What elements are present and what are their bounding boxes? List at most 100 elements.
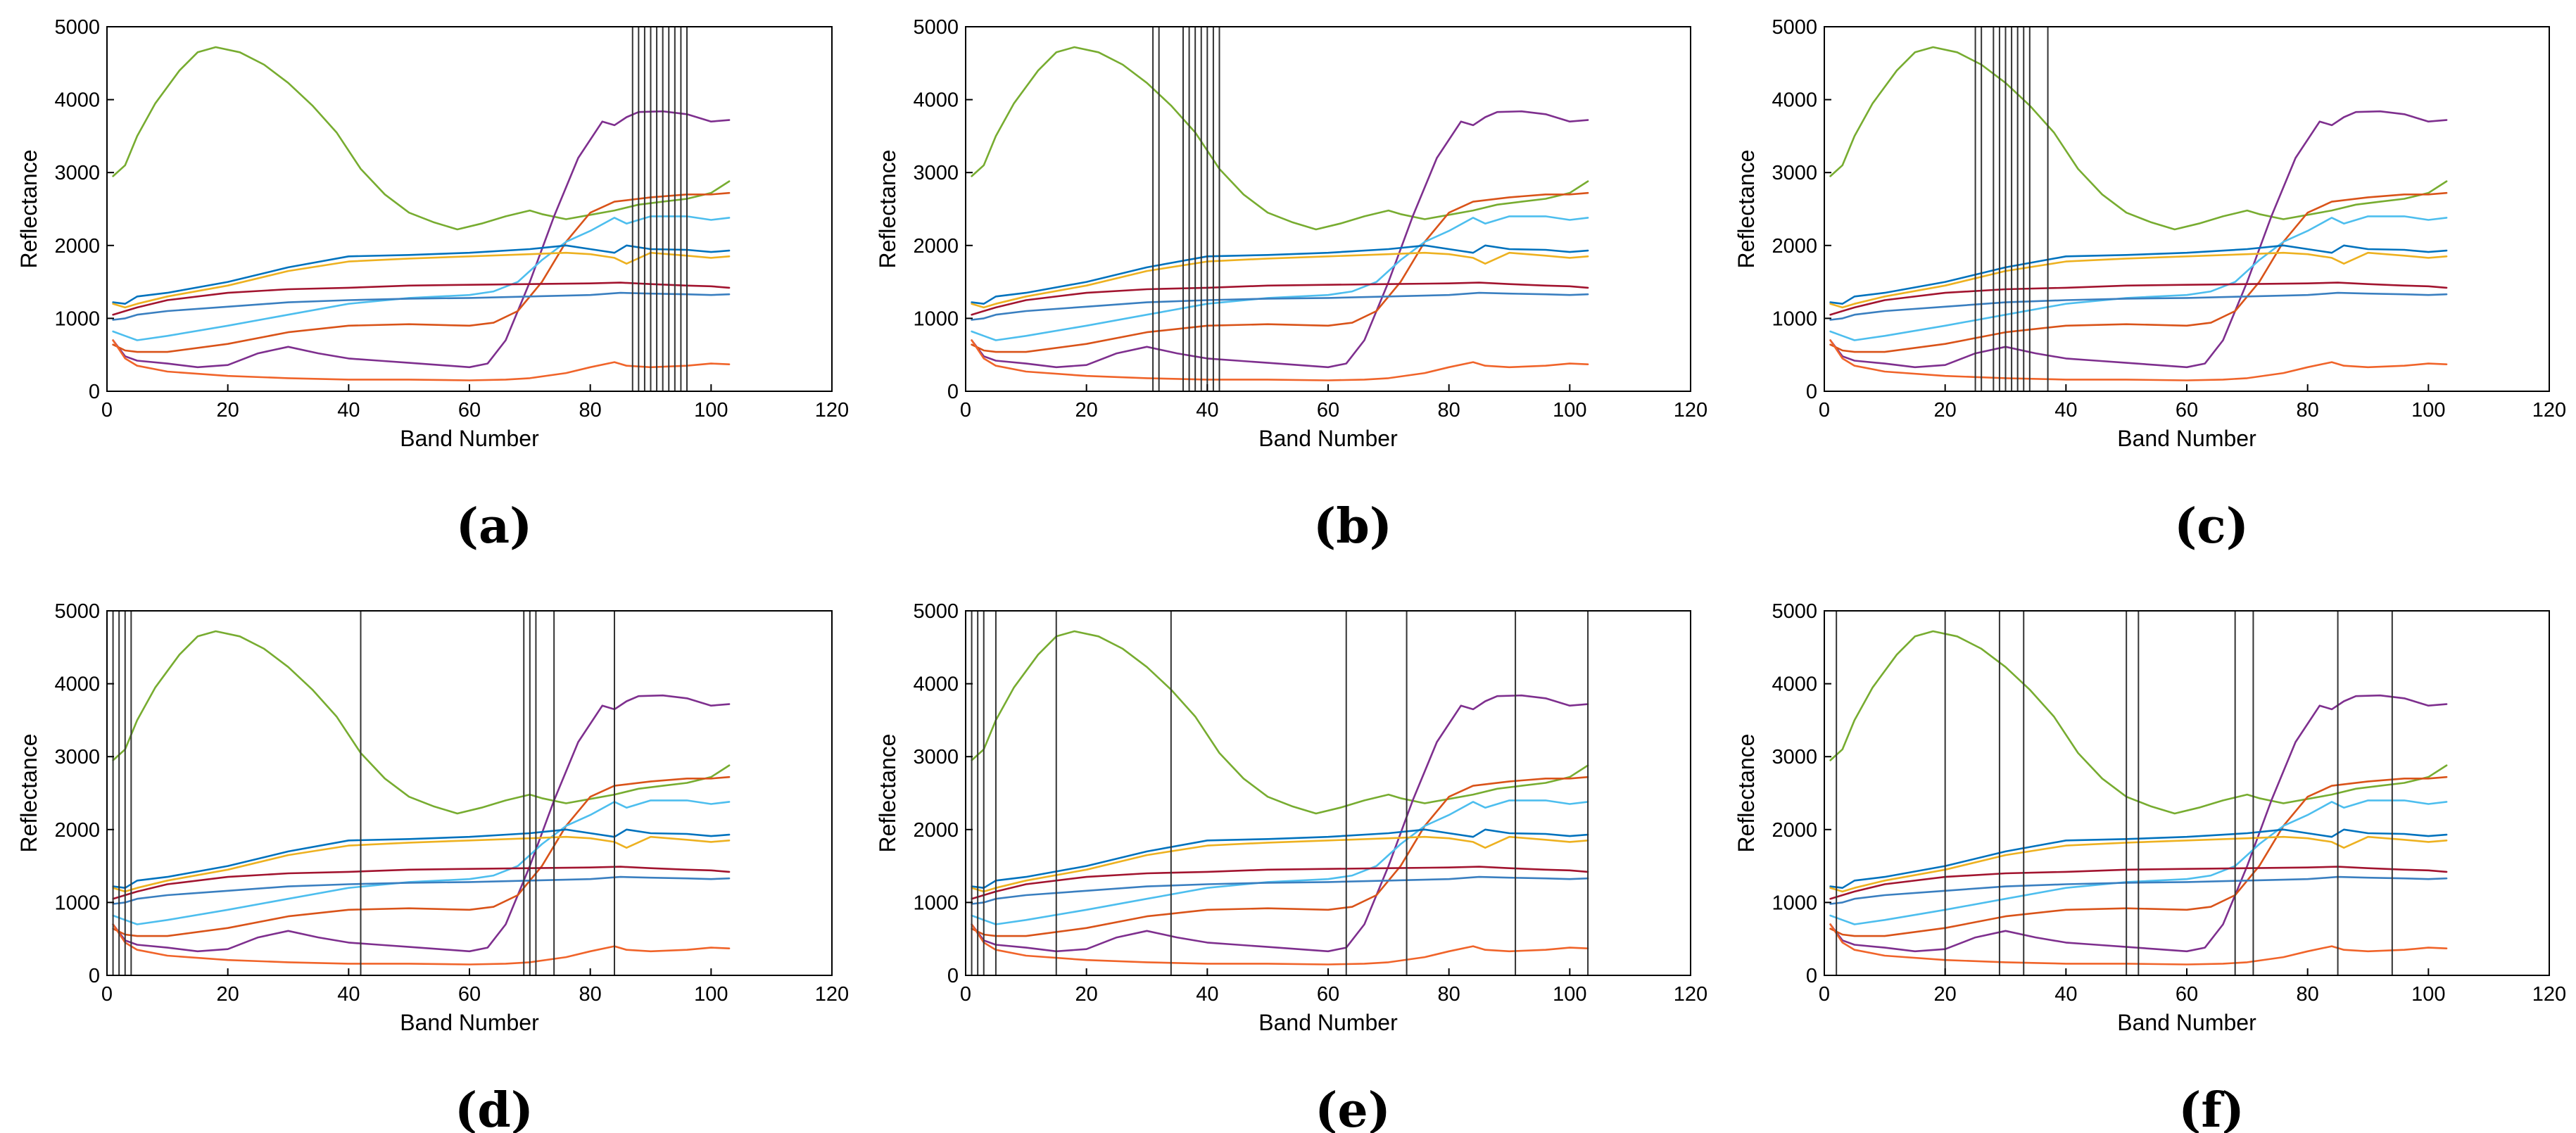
y-tick-label: 2000 (913, 819, 959, 842)
x-tick-label: 20 (217, 399, 239, 422)
y-axis-label: Reflectance (16, 150, 42, 269)
x-tick-label: 80 (579, 983, 602, 1006)
y-tick-label: 4000 (913, 673, 959, 696)
series-line-purple (112, 110, 731, 369)
series-line-orange-low (112, 923, 731, 966)
y-tick-label: 2000 (1772, 819, 1817, 842)
x-tick-label: 100 (2411, 983, 2445, 1006)
x-tick-label: 120 (815, 983, 849, 1006)
y-tick-label: 5000 (54, 16, 100, 39)
x-tick-label: 0 (960, 399, 971, 422)
series-line-green (1829, 46, 2448, 231)
x-tick-label: 100 (1553, 983, 1586, 1006)
series-line-purple (1829, 110, 2448, 369)
x-tick-label: 80 (1438, 399, 1460, 422)
plot-frame (1824, 610, 2550, 976)
series-line-blue-dark (1829, 244, 2448, 305)
x-tick-label: 0 (1819, 399, 1830, 422)
series-group (112, 630, 731, 966)
series-line-purple (971, 694, 1589, 953)
x-tick-label: 80 (579, 399, 602, 422)
series-line-orange-red (112, 776, 731, 937)
series-line-blue-mid (1829, 291, 2448, 321)
x-tick-label: 40 (337, 399, 360, 422)
series-line-light-blue (1829, 799, 2448, 925)
series-line-blue-dark (971, 244, 1589, 305)
x-tick-label: 60 (458, 983, 481, 1006)
y-axis-label: Reflectance (875, 150, 900, 269)
x-tick-label: 40 (1196, 983, 1218, 1006)
series-line-orange-red (971, 776, 1589, 937)
plot-frame (106, 610, 833, 976)
x-tick-label: 20 (1934, 399, 1957, 422)
y-tick-label: 4000 (1772, 89, 1817, 112)
x-tick-label: 80 (2297, 399, 2319, 422)
series-line-blue-mid (1829, 875, 2448, 905)
chart-panel-a: 0 20 40 60 80 100 120 0 1000 2000 3000 4000 5000 Band… (16, 16, 849, 555)
x-tick-label: 0 (101, 983, 113, 1006)
plot-frame (965, 610, 1691, 976)
y-tick-label: 3000 (1772, 162, 1817, 184)
y-tick-label: 2000 (1772, 235, 1817, 258)
y-axis-label: Reflectance (1734, 734, 1759, 853)
x-tick-label: 20 (1934, 983, 1957, 1006)
series-line-purple (1829, 694, 2448, 953)
x-tick-label: 20 (1075, 399, 1098, 422)
series-group (112, 46, 731, 381)
x-tick-label: 60 (2176, 983, 2198, 1006)
series-line-red (1829, 866, 2448, 900)
plot-frame (965, 26, 1691, 392)
series-line-green (971, 46, 1589, 231)
y-tick-label: 1000 (1772, 892, 1817, 914)
series-line-green (112, 630, 731, 815)
series-line-green (971, 630, 1589, 815)
series-line-blue-mid (971, 291, 1589, 321)
chart-panel-e: 0 20 40 60 80 100 120 0 1000 2000 3000 4000 5000 Band… (875, 600, 1707, 1133)
series-line-orange-low (971, 923, 1589, 966)
x-axis-label: Band Number (400, 1010, 539, 1035)
x-tick-label: 0 (960, 983, 971, 1006)
series-group (971, 46, 1589, 381)
x-tick-label: 40 (2054, 399, 2077, 422)
x-tick-label: 100 (694, 983, 728, 1006)
series-line-blue-dark (112, 828, 731, 889)
panel-label: (b) (1313, 498, 1392, 555)
x-axis-label: Band Number (2117, 1010, 2256, 1035)
series-line-blue-dark (1829, 828, 2448, 889)
y-tick-label: 4000 (54, 89, 100, 112)
series-line-yellow (1829, 835, 2448, 893)
chart-panel-f: 0 20 40 60 80 100 120 0 1000 2000 3000 4000 5000 Band… (1734, 600, 2566, 1133)
series-group (971, 630, 1589, 966)
x-tick-label: 40 (2054, 983, 2077, 1006)
x-tick-label: 100 (694, 399, 728, 422)
series-line-light-blue (112, 799, 731, 925)
x-tick-label: 60 (1317, 399, 1339, 422)
y-tick-label: 1000 (913, 308, 959, 330)
series-line-yellow (1829, 251, 2448, 309)
y-tick-label: 5000 (1772, 600, 1817, 623)
y-tick-label: 4000 (54, 673, 100, 696)
series-line-red (1829, 281, 2448, 316)
y-axis-label: Reflectance (16, 734, 42, 853)
y-tick-label: 3000 (1772, 746, 1817, 768)
chart-panel-d: 0 20 40 60 80 100 120 0 1000 2000 3000 4000 5000 Band… (16, 600, 849, 1133)
y-axis-label: Reflectance (1734, 150, 1759, 269)
x-tick-label: 120 (2532, 399, 2566, 422)
x-axis-label: Band Number (1258, 426, 1398, 451)
x-tick-label: 60 (2176, 399, 2198, 422)
y-tick-label: 0 (1806, 381, 1817, 403)
series-line-blue-mid (112, 875, 731, 905)
y-tick-label: 0 (89, 965, 100, 987)
y-tick-label: 0 (947, 381, 959, 403)
chart-panel-b: 0 20 40 60 80 100 120 0 1000 2000 3000 4000 5000 Band… (875, 16, 1707, 555)
panel-label: (f) (2178, 1082, 2244, 1133)
y-tick-label: 3000 (913, 162, 959, 184)
series-line-orange-low (1829, 923, 2448, 966)
x-tick-label: 120 (1674, 399, 1707, 422)
chart-panel-c: 0 20 40 60 80 100 120 0 1000 2000 3000 4000 5000 Band… (1734, 16, 2566, 555)
y-tick-label: 5000 (913, 600, 959, 623)
x-tick-label: 20 (1075, 983, 1098, 1006)
plot-frame (1824, 26, 2550, 392)
x-axis-label: Band Number (400, 426, 539, 451)
